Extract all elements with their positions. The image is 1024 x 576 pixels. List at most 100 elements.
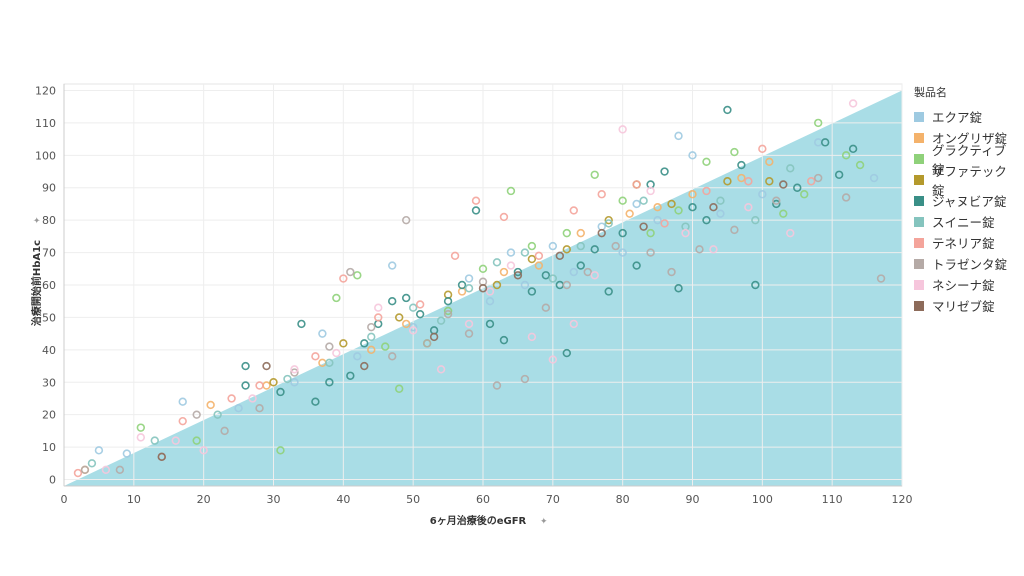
data-point <box>478 264 488 273</box>
data-point <box>499 212 509 222</box>
data-point <box>234 403 243 413</box>
data-point <box>255 381 264 390</box>
data-point <box>178 416 187 426</box>
data-point <box>255 403 264 413</box>
data-point <box>527 254 537 264</box>
data-point <box>744 177 753 186</box>
legend-item[interactable]: エクア錠 <box>906 106 1018 127</box>
x-tick-label: 100 <box>752 493 773 506</box>
x-axis-title[interactable]: 6ヶ月治療後のeGFR <box>430 514 527 527</box>
legend-item[interactable]: トラゼンタ錠 <box>906 253 1018 274</box>
legend-item[interactable]: オングリザ錠 <box>906 127 1018 148</box>
data-point <box>534 261 544 270</box>
y-axis-title[interactable]: 治療開始前HbA1c <box>30 240 43 326</box>
data-point <box>94 446 104 455</box>
data-point <box>758 190 767 199</box>
legend-item[interactable]: ジャヌビア錠 <box>906 190 1018 211</box>
data-point <box>276 387 285 397</box>
legend-item[interactable]: テネリア錠 <box>906 232 1018 253</box>
data-point <box>478 284 488 293</box>
data-point <box>408 303 418 312</box>
y-axis-pin-icon[interactable]: ✦ <box>33 216 43 224</box>
legend-item[interactable]: マリゼブ錠 <box>906 295 1018 316</box>
data-point <box>415 309 425 319</box>
data-point <box>464 284 474 293</box>
data-point <box>730 147 739 157</box>
data-point <box>520 374 530 384</box>
series-group <box>80 173 886 474</box>
data-point <box>339 274 348 283</box>
y-tick-label: 10 <box>42 441 56 454</box>
data-point <box>325 342 334 351</box>
data-point <box>786 164 795 173</box>
legend-swatch <box>914 258 924 269</box>
data-point <box>520 280 530 290</box>
data-point <box>779 209 788 218</box>
data-point <box>807 177 816 186</box>
data-point <box>751 280 760 290</box>
data-point <box>136 423 146 432</box>
legend-item[interactable]: グラクティブ錠 <box>906 143 1018 177</box>
data-point <box>576 241 585 251</box>
legend-item[interactable]: ネシーナ錠 <box>906 274 1018 295</box>
legend-swatch <box>914 111 924 122</box>
legend-items: エクア錠 オングリザ錠 グラクティブ錠 ザファテック錠 ジャヌビア錠 スイニー錠テネリア錠… <box>906 106 1018 316</box>
x-tick-label: 40 <box>336 493 350 506</box>
data-point <box>381 342 390 351</box>
data-point <box>688 202 697 212</box>
series-group <box>73 144 816 478</box>
legend-label: ジャヌビア錠 <box>932 194 1007 209</box>
data-point <box>730 225 739 235</box>
data-point <box>765 177 774 186</box>
data-point <box>297 319 306 329</box>
data-point <box>346 267 355 277</box>
data-point <box>171 436 180 445</box>
data-point <box>541 303 551 312</box>
data-point <box>122 449 132 458</box>
legend-label: トラゼンタ錠 <box>932 257 1008 272</box>
data-point <box>625 209 634 218</box>
data-point <box>737 173 746 183</box>
data-point <box>464 329 474 338</box>
data-point <box>311 352 320 361</box>
legend-item[interactable]: スイニー錠 <box>906 211 1018 232</box>
data-point <box>283 374 292 384</box>
data-point <box>779 180 788 189</box>
y-tick-label: 40 <box>42 344 56 357</box>
legend-label: スイニー錠 <box>932 215 995 230</box>
x-axis-pin-icon[interactable]: ✦ <box>540 517 548 527</box>
data-point <box>590 170 599 179</box>
x-tick-label: 60 <box>476 493 490 506</box>
x-tick-label: 70 <box>546 493 560 506</box>
legend-label: ネシーナ錠 <box>932 278 995 293</box>
data-point <box>241 381 250 390</box>
series-group <box>80 157 774 474</box>
data-point <box>674 206 683 215</box>
data-point <box>471 196 481 205</box>
data-point <box>360 339 369 348</box>
legend-swatch <box>914 279 924 290</box>
data-point <box>367 345 376 355</box>
y-tick-label: 60 <box>42 279 56 292</box>
legend-swatch <box>914 237 924 248</box>
data-point <box>681 228 690 238</box>
legend-item[interactable]: ザファテック錠 <box>906 164 1018 198</box>
data-point <box>73 468 83 478</box>
data-point <box>813 173 823 183</box>
data-point <box>688 151 697 160</box>
data-point <box>841 151 851 160</box>
data-point <box>576 228 585 238</box>
y-tick-label: 20 <box>42 409 56 422</box>
data-point <box>569 206 578 215</box>
data-point <box>499 335 509 345</box>
data-point <box>485 287 495 296</box>
data-point <box>562 245 571 254</box>
data-point <box>220 426 229 436</box>
data-point <box>716 209 725 218</box>
data-point <box>401 293 411 303</box>
data-point <box>548 274 558 283</box>
data-point <box>562 228 571 238</box>
data-point <box>136 433 146 442</box>
data-point <box>765 157 774 167</box>
